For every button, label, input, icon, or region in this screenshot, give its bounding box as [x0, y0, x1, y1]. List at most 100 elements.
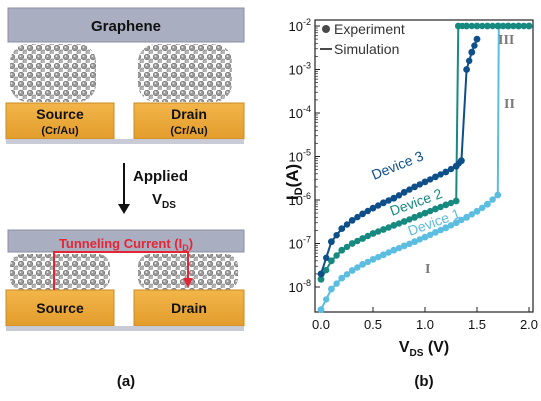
data-point-device-3	[395, 192, 403, 199]
data-point-device-1	[484, 200, 491, 208]
data-point-device-1	[432, 229, 439, 236]
data-point-device-2	[380, 226, 387, 233]
drain-material: (Cr/Au)	[170, 125, 208, 137]
data-point-device-1	[385, 249, 392, 256]
data-point-device-2	[369, 230, 377, 237]
region-iii-label: III	[498, 33, 514, 48]
region-ii-label: II	[504, 97, 515, 112]
data-point-device-1	[421, 233, 429, 241]
data-point-device-2	[385, 224, 392, 231]
data-point-device-1	[359, 261, 366, 268]
y-tick-label: 10-6	[289, 191, 311, 208]
data-point-device-1	[494, 191, 502, 199]
data-point-device-2	[390, 222, 398, 229]
device-3-label: Device 3	[369, 147, 426, 182]
data-point-device-3	[400, 188, 408, 196]
data-point-device-2	[484, 22, 491, 30]
data-point-device-3	[354, 213, 361, 221]
drain-label: Drain	[171, 106, 207, 122]
legend-simulation-label: Simulation	[334, 41, 399, 57]
tunneling-path	[53, 251, 189, 290]
data-point-device-2	[520, 22, 527, 30]
source-electrode	[5, 102, 115, 140]
data-point-device-1	[427, 231, 434, 238]
data-point-device-2	[437, 203, 444, 211]
data-point-device-3	[455, 160, 462, 167]
data-point-device-3	[437, 171, 444, 178]
data-point-device-3	[427, 176, 434, 183]
data-point-device-1	[447, 222, 455, 229]
data-point-device-3	[328, 238, 335, 246]
applied-label: Applied	[133, 168, 188, 185]
drain-electrode	[133, 102, 245, 140]
graphene-label: Graphene	[91, 18, 161, 35]
data-point-device-2	[489, 22, 496, 30]
caption-a: (a)	[117, 373, 135, 390]
legend-experiment-label: Experiment	[334, 21, 405, 37]
data-point-device-2	[354, 237, 361, 245]
data-point-device-3	[432, 173, 439, 181]
data-point-device-3	[390, 194, 398, 202]
data-point-device-1	[348, 267, 356, 274]
substrate-bottom	[6, 326, 244, 331]
x-tick-label: 1.5	[468, 317, 486, 332]
data-point-device-1	[375, 253, 382, 261]
molecule-cluster-left	[10, 44, 96, 102]
data-point-device-2	[452, 197, 460, 205]
data-point-device-2	[473, 22, 481, 30]
data-point-device-2	[406, 216, 413, 223]
data-point-device-2	[479, 22, 486, 30]
graphene-layer	[7, 7, 245, 43]
data-point-device-2	[328, 257, 335, 265]
data-point-device-3	[406, 186, 413, 193]
y-tick-label: 10-5	[289, 148, 311, 165]
bottom-device: Tunneling Current (ID) Source Drain	[5, 229, 245, 331]
data-point-device-2	[333, 252, 340, 259]
legend-experiment-marker	[322, 25, 330, 33]
data-point-device-3	[466, 57, 473, 64]
drain-electrode-b	[133, 289, 245, 327]
y-tick-label: 10-3	[289, 61, 311, 78]
data-point-device-2	[427, 207, 434, 215]
data-point-device-3	[471, 42, 478, 49]
data-point-device-2	[525, 22, 533, 30]
x-tick-label: 0.5	[364, 317, 382, 332]
data-point-device-1	[354, 264, 361, 271]
data-point-device-1	[458, 216, 465, 224]
data-point-device-1	[416, 236, 423, 243]
data-point-device-2	[411, 213, 418, 221]
data-point-device-2	[338, 246, 346, 254]
data-point-device-2	[459, 22, 466, 30]
data-point-device-1	[395, 244, 403, 252]
data-point-device-3	[385, 197, 392, 204]
data-point-device-1	[380, 251, 387, 259]
data-point-device-3	[323, 254, 330, 261]
data-point-device-3	[411, 183, 418, 191]
data-point-device-1	[437, 226, 444, 234]
source-label: Source	[36, 106, 84, 122]
y-tick-label: 10-2	[289, 17, 311, 34]
data-point-device-3	[338, 225, 346, 233]
data-point-device-1	[317, 306, 325, 314]
data-point-device-3	[375, 202, 382, 209]
data-point-device-3	[333, 232, 340, 239]
data-point-device-1	[338, 274, 346, 282]
data-point-device-1	[463, 213, 470, 221]
source-material: (Cr/Au)	[41, 125, 79, 137]
drain-label-b: Drain	[171, 300, 207, 316]
x-tick-label: 1.0	[416, 317, 434, 332]
data-point-device-2	[515, 22, 522, 30]
data-point-device-2	[504, 22, 512, 30]
data-point-device-3	[473, 35, 481, 43]
data-point-device-3	[468, 48, 476, 56]
substrate-top	[6, 139, 244, 144]
data-point-device-1	[343, 271, 351, 278]
applied-vds-arrow: Applied VDS	[118, 163, 188, 214]
data-point-device-1	[390, 246, 398, 254]
top-device: Graphene Source (Cr/Au) Drain (Cr/Au)	[5, 7, 245, 144]
data-point-device-1	[406, 240, 413, 247]
data-point-device-2	[348, 240, 356, 247]
tunneling-arrowhead-icon	[183, 278, 193, 288]
x-axis: 0.0 0.5 1.0 1.5 2.0	[312, 307, 538, 332]
